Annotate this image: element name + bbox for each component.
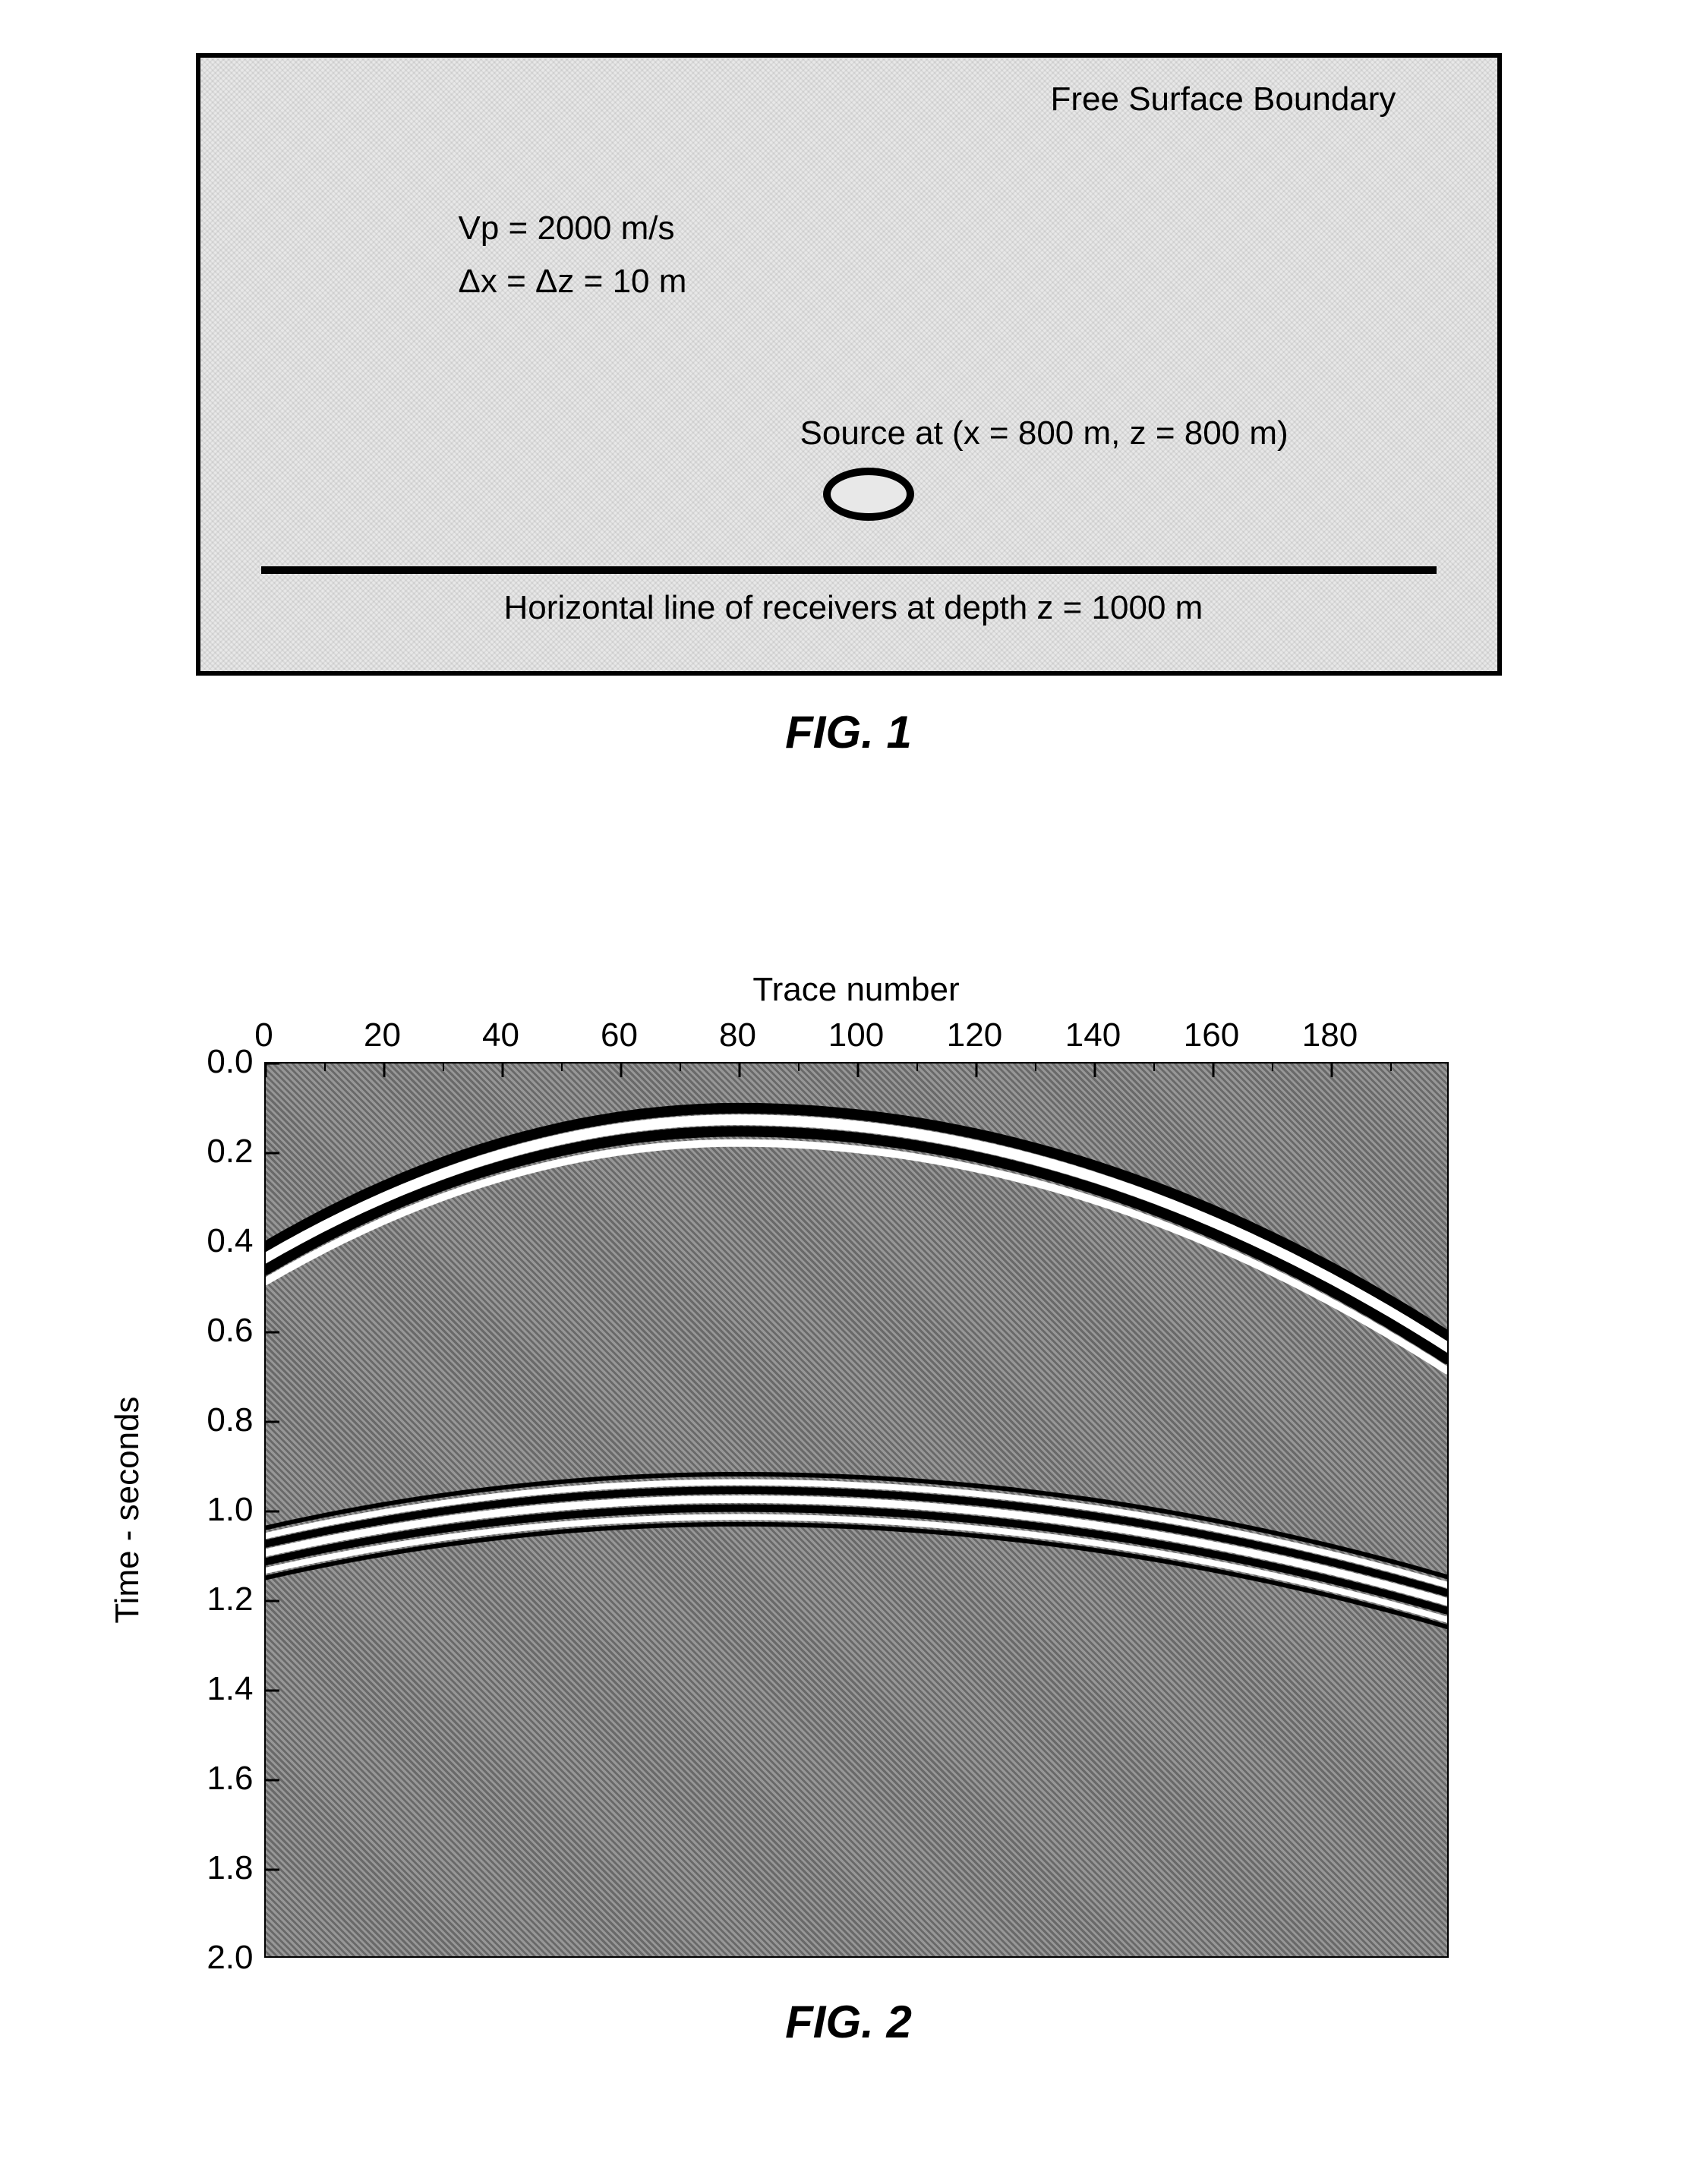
fig2-x-minor-tick xyxy=(1390,1064,1392,1071)
label-receivers: Horizontal line of receivers at depth z … xyxy=(504,589,1203,627)
fig2-y-tick-mark xyxy=(266,1690,279,1692)
label-dxdz: Δx = Δz = 10 m xyxy=(459,263,687,301)
label-source: Source at (x = 800 m, z = 800 m) xyxy=(800,414,1289,452)
fig2-x-tick-label: 180 xyxy=(1302,1016,1358,1054)
fig2-y-tick-mark xyxy=(266,1063,279,1065)
fig2-container: Time - seconds Trace number 020406080100… xyxy=(173,971,1525,2048)
fig2-x-tick-label: 40 xyxy=(482,1016,519,1054)
fig2-y-tick-label: 0.4 xyxy=(207,1222,253,1260)
fig2-x-tick-label: 0 xyxy=(254,1016,273,1054)
fig2-x-tick-label: 140 xyxy=(1065,1016,1121,1054)
fig2-y-tick-label: 0.0 xyxy=(207,1043,253,1081)
fig2-x-tick-mark xyxy=(1330,1064,1333,1077)
fig2-x-minor-tick xyxy=(561,1064,563,1071)
fig2-y-tick-label: 0.2 xyxy=(207,1133,253,1171)
fig2-plot-area xyxy=(264,1062,1449,1958)
fig2-x-tick-label: 120 xyxy=(947,1016,1002,1054)
fig2-y-ticks: 0.00.20.40.60.81.01.21.41.61.82.0 xyxy=(173,1062,264,1958)
fig2-y-tick-label: 0.8 xyxy=(207,1401,253,1439)
fig2-x-tick-mark xyxy=(501,1064,503,1077)
label-vp: Vp = 2000 m/s xyxy=(459,210,675,247)
fig2-x-minor-tick xyxy=(680,1064,681,1071)
fig2-y-tick-mark xyxy=(266,1600,279,1603)
fig2-x-tick-label: 80 xyxy=(719,1016,756,1054)
fig2-x-minor-tick xyxy=(916,1064,918,1071)
fig2-y-tick-label: 1.4 xyxy=(207,1670,253,1708)
fig2-x-minor-tick xyxy=(798,1064,800,1071)
fig2-y-tick-mark xyxy=(266,1242,279,1244)
fig2-x-ticks: 020406080100120140160180 xyxy=(264,1016,1449,1062)
fig2-x-tick-mark xyxy=(264,1064,267,1077)
fig2-x-tick-label: 60 xyxy=(601,1016,638,1054)
fig2-seismic-svg xyxy=(266,1064,1447,1956)
fig1-container: Free Surface Boundary Vp = 2000 m/s Δx =… xyxy=(196,53,1502,758)
fig2-x-minor-tick xyxy=(1035,1064,1036,1071)
fig2-x-tick-label: 20 xyxy=(364,1016,401,1054)
label-free-surface: Free Surface Boundary xyxy=(1051,80,1396,118)
fig2-x-tick-mark xyxy=(856,1064,859,1077)
fig2-x-minor-tick xyxy=(443,1064,444,1071)
fig2-x-tick-mark xyxy=(620,1064,622,1077)
page: Free Surface Boundary Vp = 2000 m/s Δx =… xyxy=(0,0,1697,2184)
fig2-x-tick-mark xyxy=(975,1064,977,1077)
fig2-x-tick-mark xyxy=(1093,1064,1096,1077)
fig2-y-tick-label: 1.8 xyxy=(207,1849,253,1887)
fig2-x-tick-mark xyxy=(1212,1064,1214,1077)
fig2-x-minor-tick xyxy=(1272,1064,1273,1071)
fig2-y-axis-title: Time - seconds xyxy=(109,1396,147,1623)
fig2-x-minor-tick xyxy=(1153,1064,1155,1071)
fig2-y-tick-label: 0.6 xyxy=(207,1312,253,1350)
fig2-y-tick-label: 1.6 xyxy=(207,1760,253,1798)
fig2-x-tick-label: 100 xyxy=(828,1016,884,1054)
fig2-y-tick-mark xyxy=(266,1152,279,1155)
fig2-x-axis-title: Trace number xyxy=(264,971,1449,1016)
fig2-grid: Trace number 0 20 40 60 80 100 120 140 160 180 0.… xyxy=(173,971,1525,1958)
fig2-y-tick-label: 2.0 xyxy=(207,1939,253,1977)
fig2-y-tick-mark xyxy=(266,1511,279,1513)
fig1-diagram: Free Surface Boundary Vp = 2000 m/s Δx =… xyxy=(196,53,1502,676)
fig2-y-tick-label: 1.2 xyxy=(207,1580,253,1618)
fig2-x-tick-mark xyxy=(383,1064,385,1077)
fig2-y-tick-mark xyxy=(266,1869,279,1871)
fig2-x-tick-mark xyxy=(738,1064,740,1077)
fig2-x-minor-tick xyxy=(324,1064,326,1071)
fig2-y-tick-mark xyxy=(266,1779,279,1782)
source-ellipse-icon xyxy=(823,468,914,521)
fig1-caption: FIG. 1 xyxy=(196,706,1502,758)
fig2-y-tick-mark xyxy=(266,1332,279,1334)
fig2-x-tick-label: 160 xyxy=(1184,1016,1239,1054)
fig2-y-tick-mark xyxy=(266,1421,279,1423)
fig2-y-tick-label: 1.0 xyxy=(207,1491,253,1529)
receiver-line xyxy=(261,566,1437,574)
fig2-caption: FIG. 2 xyxy=(173,1996,1525,2048)
